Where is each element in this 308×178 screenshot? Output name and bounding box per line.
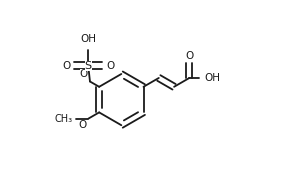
Text: O: O	[185, 51, 193, 61]
Text: O: O	[79, 69, 88, 79]
Text: OH: OH	[204, 73, 220, 83]
Text: OH: OH	[80, 33, 96, 44]
Text: CH₃: CH₃	[54, 114, 72, 124]
Text: O: O	[106, 61, 115, 71]
Text: O: O	[79, 120, 87, 130]
Text: S: S	[85, 61, 92, 71]
Text: O: O	[62, 61, 70, 71]
